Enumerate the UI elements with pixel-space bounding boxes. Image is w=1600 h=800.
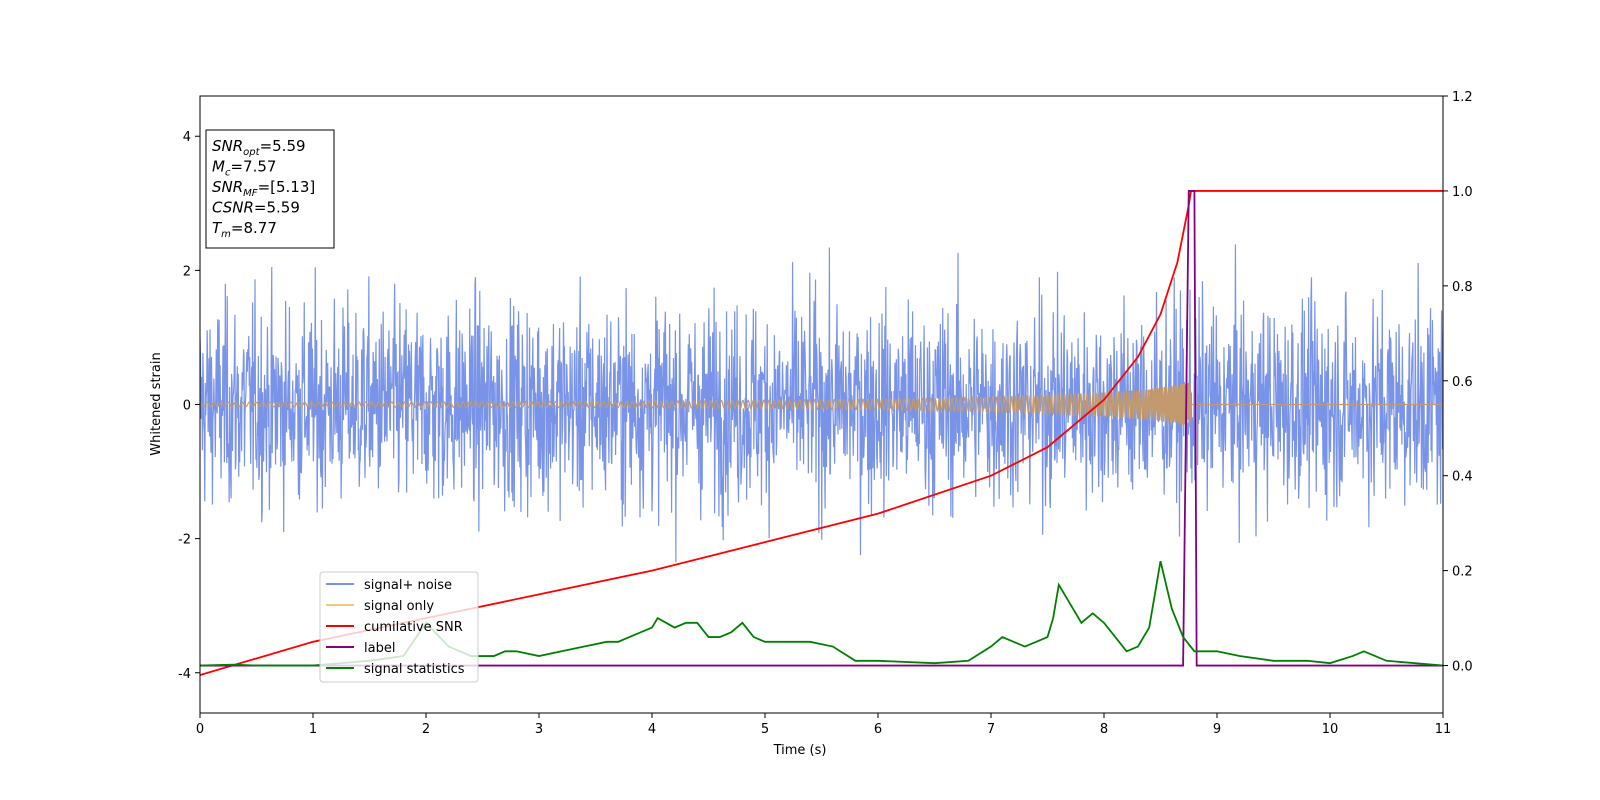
y-axis-label: Whitened strain — [149, 352, 164, 455]
legend-label: signal statistics — [364, 662, 465, 677]
line-cumulative-snr — [200, 190, 1443, 676]
annotation-line: Mc=7.57 — [212, 158, 276, 179]
y-right-tick-label: 0.2 — [1452, 565, 1473, 580]
series-signal-only — [200, 382, 1443, 428]
x-tick-label: 10 — [1322, 722, 1339, 737]
line-signal-noise — [200, 244, 1443, 563]
annotation-box — [205, 129, 335, 249]
line-signal-statistics — [200, 560, 1443, 667]
y-left-tick-label: -2 — [178, 533, 191, 548]
y-left-tick-label: -4 — [178, 667, 191, 682]
x-tick-label: 0 — [196, 722, 204, 737]
x-tick-label: 3 — [535, 722, 543, 737]
y-right-tick-label: 1.0 — [1452, 185, 1473, 200]
annotation-line: CSNR=5.59 — [212, 199, 300, 217]
x-tick-label: 9 — [1213, 722, 1221, 737]
legend-label: signal+ noise — [364, 578, 452, 593]
y-right-tick-label: 0.8 — [1452, 280, 1473, 295]
legend: signal+ noise signal only cumilative SNR la… — [319, 571, 479, 683]
x-tick-label: 11 — [1435, 722, 1452, 737]
x-tick-label: 7 — [987, 722, 995, 737]
series-right-axis — [200, 190, 1443, 676]
line-label — [200, 190, 1443, 667]
legend-box — [319, 571, 479, 683]
y-right-tick-label: 1.2 — [1452, 90, 1473, 105]
axes: 0 1 2 3 4 5 6 7 8 9 10 11 -4 -2 0 2 4 0.0 0.2 0.4 0.6 0.8 1.0 1… — [178, 90, 1473, 737]
annotation-line: SNRMF=[5.13] — [212, 178, 315, 199]
line-signal-only — [200, 382, 1443, 428]
x-tick-label: 8 — [1100, 722, 1108, 737]
y-right-tick-label: 0.4 — [1452, 470, 1473, 485]
x-axis-label: Time (s) — [773, 743, 827, 758]
y-right-tick-label: 0.0 — [1452, 660, 1473, 675]
x-tick-label: 5 — [761, 722, 769, 737]
annotation-line: SNRopt=5.59 — [212, 137, 306, 158]
x-tick-label: 6 — [874, 722, 882, 737]
legend-label: label — [364, 641, 395, 656]
y-left-tick-label: 4 — [183, 130, 191, 145]
x-tick-label: 4 — [648, 722, 656, 737]
series-signal-noise — [200, 244, 1443, 563]
legend-label: cumilative SNR — [364, 620, 463, 635]
annotation-line: Tm=8.77 — [212, 219, 277, 240]
x-tick-label: 1 — [309, 722, 317, 737]
x-tick-label: 2 — [422, 722, 430, 737]
y-left-tick-label: 2 — [183, 264, 191, 279]
y-left-tick-label: 0 — [183, 399, 191, 414]
y-right-tick-label: 0.6 — [1452, 375, 1473, 390]
legend-label: signal only — [364, 599, 434, 614]
